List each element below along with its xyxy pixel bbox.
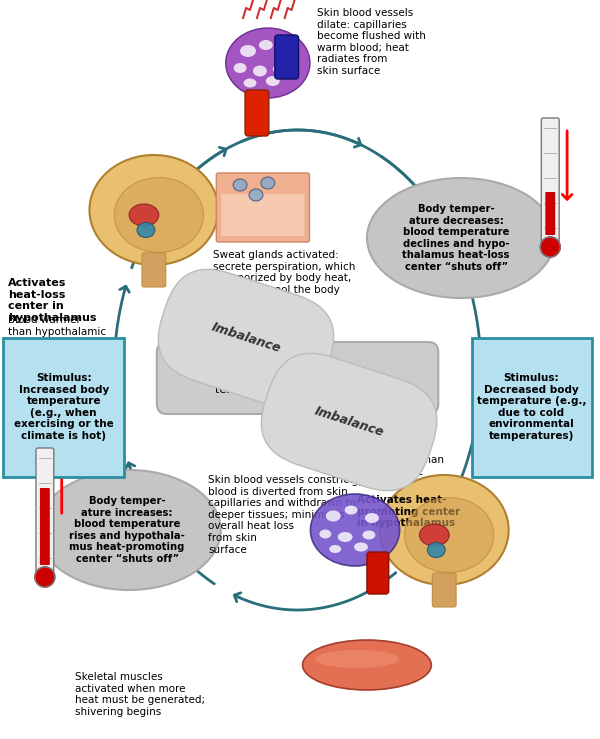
Text: Body temper-
ature decreases:
blood temperature
declines and hypo-
thalamus heat: Body temper- ature decreases: blood temp… <box>403 204 510 272</box>
FancyBboxPatch shape <box>541 118 559 242</box>
Ellipse shape <box>233 179 247 191</box>
Ellipse shape <box>240 45 256 57</box>
Ellipse shape <box>326 511 341 522</box>
Ellipse shape <box>310 494 400 566</box>
Text: Stimulus:
Increased body
temperature
(e.g., when
exercising or the
climate is ho: Stimulus: Increased body temperature (e.… <box>14 373 113 441</box>
FancyBboxPatch shape <box>221 194 304 236</box>
FancyBboxPatch shape <box>36 448 54 572</box>
Text: = normal body
temperature (35.6°C–37.8°C): = normal body temperature (35.6°C–37.8°C… <box>215 373 380 395</box>
Text: Stimulus:
Decreased body
temperature (e.g.,
due to cold
environmental
temperatur: Stimulus: Decreased body temperature (e.… <box>476 373 586 441</box>
Circle shape <box>35 567 55 587</box>
Ellipse shape <box>419 524 449 546</box>
Ellipse shape <box>37 470 221 590</box>
Ellipse shape <box>365 513 379 523</box>
FancyBboxPatch shape <box>142 253 166 287</box>
FancyBboxPatch shape <box>472 338 592 477</box>
FancyBboxPatch shape <box>157 342 438 414</box>
Text: Body temper-
ature increases:
blood temperature
rises and hypothala-
mus heat-pr: Body temper- ature increases: blood temp… <box>69 496 185 564</box>
FancyBboxPatch shape <box>545 192 555 235</box>
Ellipse shape <box>344 505 358 514</box>
FancyBboxPatch shape <box>40 488 50 565</box>
FancyBboxPatch shape <box>3 338 124 477</box>
Ellipse shape <box>89 155 218 265</box>
Ellipse shape <box>259 40 273 50</box>
Circle shape <box>541 237 560 257</box>
Ellipse shape <box>427 542 445 557</box>
FancyBboxPatch shape <box>245 90 269 136</box>
Ellipse shape <box>404 497 494 573</box>
Ellipse shape <box>137 222 155 237</box>
Ellipse shape <box>253 66 267 77</box>
Ellipse shape <box>233 63 247 73</box>
Ellipse shape <box>226 28 310 98</box>
Ellipse shape <box>273 64 287 74</box>
Ellipse shape <box>244 78 256 87</box>
Ellipse shape <box>302 640 431 690</box>
Ellipse shape <box>315 650 399 668</box>
Text: Imbalance: Imbalance <box>313 405 386 440</box>
Text: Activates
heat-loss
center in
hypothalamus: Activates heat-loss center in hypothalam… <box>8 278 97 323</box>
Ellipse shape <box>319 530 331 539</box>
FancyBboxPatch shape <box>433 573 456 607</box>
Text: Skin blood vessels constrict:
blood is diverted from skin
capillaries and withdr: Skin blood vessels constrict: blood is d… <box>208 475 357 554</box>
Ellipse shape <box>278 47 293 58</box>
Ellipse shape <box>362 531 376 539</box>
Ellipse shape <box>367 178 555 298</box>
Text: Activates heat-
promoting center
in hypothalamus: Activates heat- promoting center in hypo… <box>357 495 460 528</box>
Ellipse shape <box>329 545 341 553</box>
Ellipse shape <box>354 542 368 551</box>
Ellipse shape <box>249 189 263 201</box>
FancyBboxPatch shape <box>367 552 389 594</box>
Text: Imbalance: Imbalance <box>209 321 283 355</box>
Ellipse shape <box>338 532 353 542</box>
FancyBboxPatch shape <box>275 35 299 79</box>
Ellipse shape <box>129 204 159 226</box>
Text: Skin blood vessels
dilate: capillaries
become flushed with
warm blood; heat
radi: Skin blood vessels dilate: capillaries b… <box>317 8 426 76</box>
Text: Blood warmer
than hypothalamic
set point: Blood warmer than hypothalamic set point <box>8 315 106 348</box>
Ellipse shape <box>266 76 280 86</box>
Text: Skeletal muscles
activated when more
heat must be generated;
shivering begins: Skeletal muscles activated when more hea… <box>74 672 205 717</box>
Text: Sweat glands activated:
secrete perspiration, which
is vaporized by body heat,
h: Sweat glands activated: secrete perspira… <box>214 250 356 295</box>
Ellipse shape <box>261 177 275 189</box>
Text: Blood cooler than
hypothalamic
set point: Blood cooler than hypothalamic set point <box>352 455 444 488</box>
Text: Homeostasis: Homeostasis <box>253 359 343 372</box>
Ellipse shape <box>380 475 509 585</box>
Ellipse shape <box>114 177 203 253</box>
FancyBboxPatch shape <box>217 173 310 242</box>
